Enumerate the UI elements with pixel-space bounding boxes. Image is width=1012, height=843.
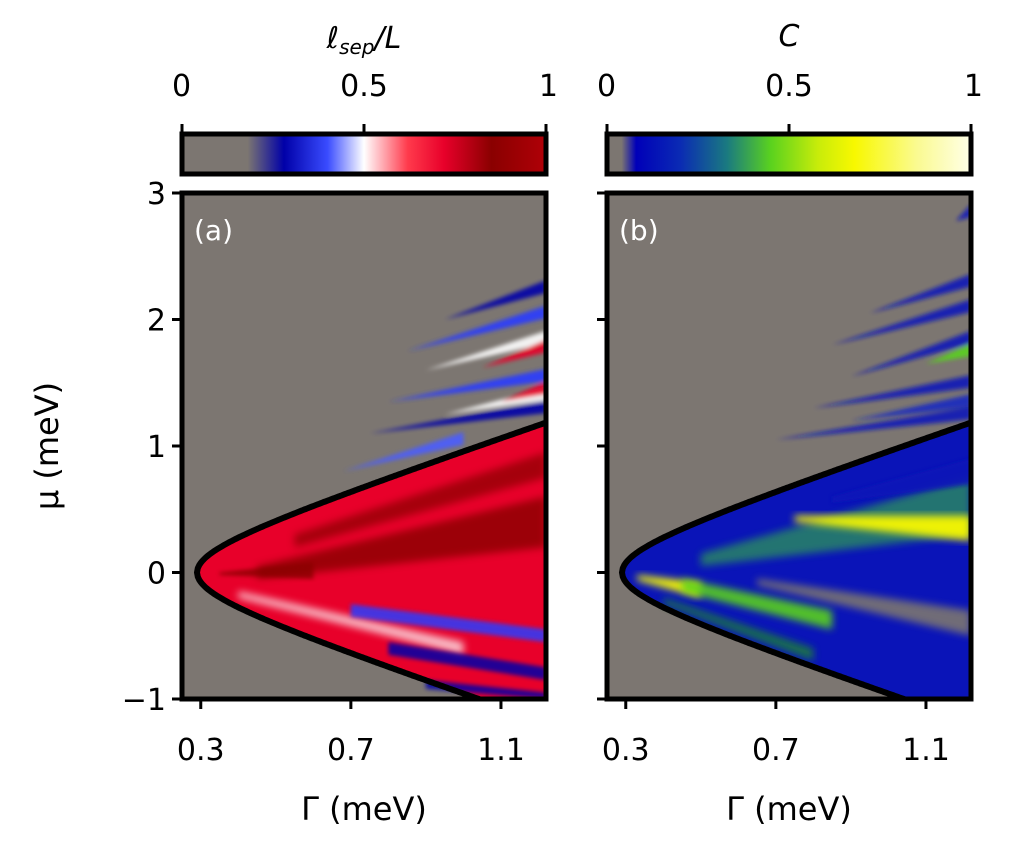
boundary-curve-a [193, 419, 546, 699]
y-tick-label: 1 [147, 430, 166, 465]
texture-band [350, 604, 546, 643]
texture-band [257, 496, 546, 579]
colorbar-a-ticks: 0 0.5 1 [172, 69, 558, 134]
streak [775, 406, 971, 440]
streak [343, 432, 464, 472]
heatmap-b-content [618, 204, 971, 699]
streak [500, 381, 546, 402]
heatmap-a-content [193, 280, 546, 699]
y-tick-label: 0 [147, 557, 166, 592]
texture-band [238, 591, 464, 655]
streak [407, 305, 546, 352]
x-ticks-a: 0.3 0.7 1.1 [177, 699, 525, 768]
y-tick-label: 2 [147, 304, 166, 339]
panel-label-a: (a) [194, 214, 233, 247]
texture-band [682, 578, 833, 630]
streak [850, 330, 971, 377]
streak [425, 330, 546, 371]
colorbar-b [604, 131, 974, 177]
texture-band [294, 452, 546, 548]
streak [869, 273, 971, 314]
x-ticks-b: 0.3 0.7 1.1 [602, 699, 950, 768]
streak [955, 204, 971, 221]
colorbar-tick-label: 0.5 [340, 69, 388, 104]
y-tick-label: 3 [147, 177, 166, 212]
heatmap-a-wedge [197, 422, 546, 699]
panel-b: C 0 0.5 1 (b) 0.3 0.7 1.1 Γ (meV) [597, 19, 983, 828]
colorbar-a-title: ℓsep/L [326, 21, 402, 59]
colorbar-b-ticks: 0 0.5 1 [597, 69, 983, 134]
texture-band [388, 642, 546, 681]
colorbar-tick-label: 0 [172, 69, 191, 104]
heatmap-b-wedge [622, 422, 971, 699]
colorbar-b-title: C [779, 19, 800, 54]
texture-band [794, 515, 971, 541]
x-tick-label: 1.1 [902, 733, 950, 768]
streak [369, 400, 546, 434]
streak [444, 387, 546, 415]
colorbar-tick-label: 0.5 [765, 69, 813, 104]
x-axis-label-a: Γ (meV) [301, 790, 427, 828]
streak [925, 343, 971, 364]
x-tick-label: 1.1 [477, 733, 525, 768]
heatmap-a-streaks [343, 280, 546, 472]
y-axis-label: μ (meV) [28, 382, 66, 510]
y-ticks-a: 3 2 1 0 −1 [122, 177, 182, 718]
x-tick-label: 0.3 [177, 733, 225, 768]
streak [813, 375, 971, 409]
streak [850, 394, 971, 421]
streak [388, 368, 546, 402]
heatmap-b-streaks [775, 204, 971, 440]
boundary-curve-b [618, 419, 971, 699]
texture-band [425, 680, 546, 699]
x-tick-label: 0.7 [752, 733, 800, 768]
streak [832, 299, 971, 345]
y-tick-label: −1 [122, 683, 166, 718]
texture-band [757, 578, 971, 636]
colorbar-a [179, 131, 549, 177]
panel-label-b: (b) [619, 214, 659, 247]
x-axis-label-b: Γ (meV) [726, 790, 852, 828]
x-tick-label: 0.3 [602, 733, 650, 768]
colorbar-tick-label: 1 [539, 69, 558, 104]
texture-band [832, 458, 971, 503]
texture-band [219, 562, 314, 579]
streak [444, 280, 546, 320]
colorbar-tick-label: 1 [964, 69, 983, 104]
colorbar-tick-label: 0 [597, 69, 616, 104]
streak [482, 339, 546, 368]
texture-band [663, 597, 814, 662]
y-ticks-b [597, 191, 607, 701]
x-tick-label: 0.7 [327, 733, 375, 768]
